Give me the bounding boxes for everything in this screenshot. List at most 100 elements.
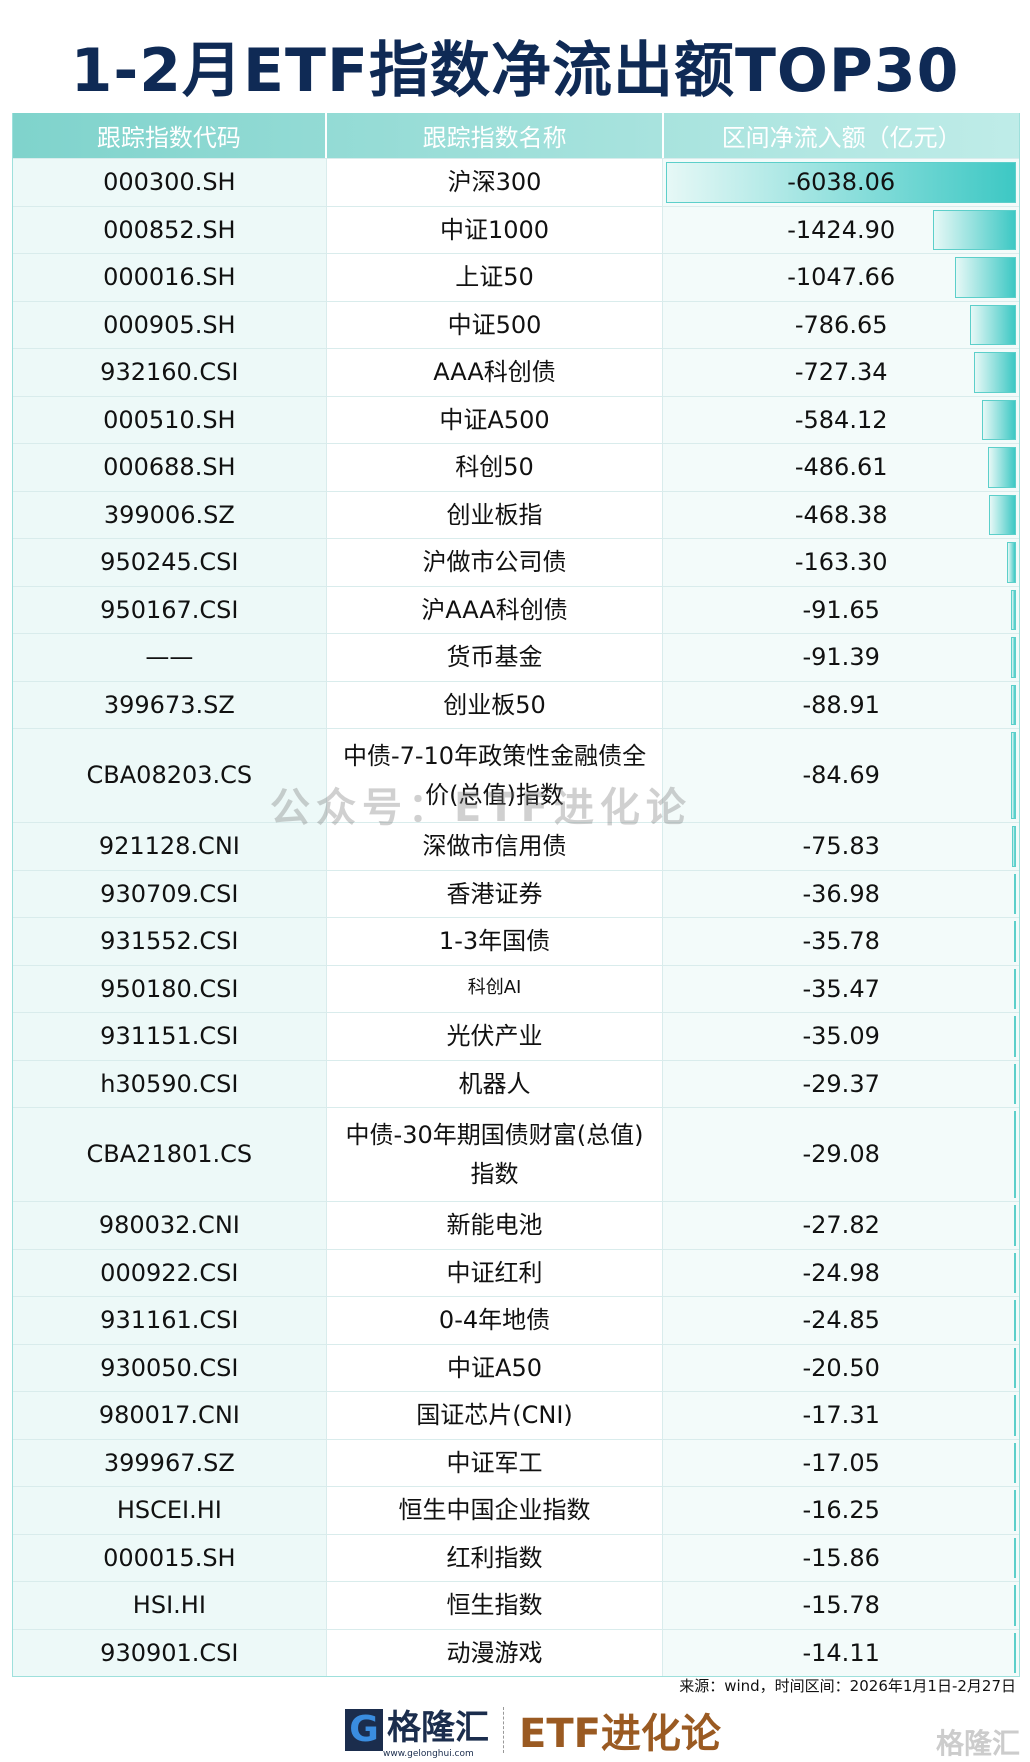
value-label: -88.91 — [802, 690, 880, 719]
value-label: -15.78 — [802, 1591, 880, 1620]
index-code: 931161.CSI — [13, 1297, 327, 1344]
value-cell: -27.82 — [663, 1202, 1019, 1249]
value-bar — [987, 447, 1016, 488]
value-bar — [1014, 1490, 1016, 1531]
index-name: 香港证券 — [327, 870, 664, 917]
index-name: 上证50 — [327, 254, 664, 301]
index-code: 930709.CSI — [13, 870, 327, 917]
gelonghui-logo-icon: G — [345, 1708, 383, 1751]
index-code: 000016.SH — [13, 254, 327, 301]
value-bar — [1014, 1442, 1016, 1483]
value-bar — [1014, 1537, 1016, 1578]
table-row: 000300.SH 沪深300 -6038.06 — [13, 158, 1019, 206]
value-label: -468.38 — [794, 500, 888, 529]
channel-name: ETF进化论 — [519, 1710, 721, 1757]
index-code: 930901.CSI — [13, 1629, 327, 1676]
index-name: 光伏产业 — [327, 1013, 664, 1060]
table-row: 000015.SH 红利指数 -15.86 — [13, 1533, 1019, 1581]
index-code: 000688.SH — [13, 444, 327, 491]
index-name: 中债-7-10年政策性金融债全价(总值)指数 — [327, 729, 664, 822]
value-label: -29.08 — [802, 1140, 880, 1169]
value-cell: -88.91 — [663, 681, 1019, 728]
value-cell: -163.30 — [663, 539, 1019, 586]
table-row: h30590.CSI 机器人 -29.37 — [13, 1059, 1019, 1107]
index-code: CBA08203.CS — [13, 729, 327, 822]
value-label: -24.98 — [802, 1258, 880, 1287]
value-bar — [988, 494, 1016, 535]
index-code: 000852.SH — [13, 206, 327, 253]
table-row: 950180.CSI 科创AI -35.47 — [13, 964, 1019, 1012]
source-note: 来源：wind，时间区间：2026年1月1日-2月27日 — [679, 1677, 1016, 1695]
value-bar — [1013, 968, 1016, 1009]
table-row: 399673.SZ 创业板50 -88.91 — [13, 680, 1019, 728]
index-code: 931151.CSI — [13, 1013, 327, 1060]
value-cell: -17.05 — [663, 1439, 1019, 1486]
value-cell: -468.38 — [663, 491, 1019, 538]
index-name: 沪做市公司债 — [327, 539, 664, 586]
value-label: -786.65 — [794, 310, 888, 339]
header-value: 区间净流入额（亿元） — [721, 124, 962, 152]
table-row: 950245.CSI 沪做市公司债 -163.30 — [13, 538, 1019, 586]
value-label: -486.61 — [794, 453, 888, 482]
table-header: 跟踪指数代码 跟踪指数名称 区间净流入额（亿元） — [13, 113, 1019, 158]
index-code: 000300.SH — [13, 159, 327, 206]
table-row: 931552.CSI 1-3年国债 -35.78 — [13, 917, 1019, 965]
value-bar — [1006, 542, 1016, 583]
header-code: 跟踪指数代码 — [13, 113, 327, 158]
index-name: 深做市信用债 — [327, 823, 664, 870]
value-label: -35.09 — [802, 1022, 880, 1051]
index-name: 货币基金 — [327, 634, 664, 681]
value-label: -727.34 — [794, 358, 888, 387]
value-cell: -36.98 — [663, 870, 1019, 917]
index-name: 沪AAA科创债 — [327, 586, 664, 633]
index-name: 科创AI — [327, 965, 664, 1012]
index-code: 399967.SZ — [13, 1439, 327, 1486]
index-name: 新能电池 — [327, 1202, 664, 1249]
value-cell: -486.61 — [663, 444, 1019, 491]
value-bar — [1013, 1016, 1016, 1057]
value-cell: -91.65 — [663, 586, 1019, 633]
index-name: 创业板指 — [327, 491, 664, 538]
outflow-table: 跟踪指数代码 跟踪指数名称 区间净流入额（亿元） 000300.SH 沪深300… — [12, 113, 1020, 1677]
table-row: CBA21801.CS 中债-30年期国债财富(总值)指数 -29.08 — [13, 1107, 1019, 1201]
corner-watermark: 格隆汇 — [935, 1727, 1020, 1760]
value-cell: -35.78 — [663, 918, 1019, 965]
table-row: 931151.CSI 光伏产业 -35.09 — [13, 1012, 1019, 1060]
value-cell: -35.09 — [663, 1013, 1019, 1060]
index-code: h30590.CSI — [13, 1060, 327, 1107]
table-row: 932160.CSI AAA科创债 -727.34 — [13, 348, 1019, 396]
index-name: 机器人 — [327, 1060, 664, 1107]
value-bar — [1011, 826, 1016, 867]
table-row: 980017.CNI 国证芯片(CNI) -17.31 — [13, 1391, 1019, 1439]
index-code: 980032.CNI — [13, 1202, 327, 1249]
value-cell: -84.69 — [663, 729, 1019, 822]
value-bar — [1010, 637, 1016, 678]
value-bar — [1010, 589, 1016, 630]
value-bar — [1014, 1632, 1016, 1673]
table-row: 399967.SZ 中证军工 -17.05 — [13, 1438, 1019, 1486]
value-label: -29.37 — [802, 1069, 880, 1098]
value-label: -35.47 — [802, 974, 880, 1003]
value-bar — [666, 162, 1016, 203]
index-name: 恒生指数 — [327, 1582, 664, 1629]
index-name: 中证A500 — [327, 396, 664, 443]
table-row: HSCEI.HI 恒生中国企业指数 -16.25 — [13, 1486, 1019, 1534]
value-cell: -15.86 — [663, 1534, 1019, 1581]
page-title: 1-2月ETF指数净流出额TOP30 — [70, 36, 960, 106]
value-bar — [1014, 1300, 1016, 1341]
table-row: HSI.HI 恒生指数 -15.78 — [13, 1581, 1019, 1629]
value-label: -35.78 — [802, 927, 880, 956]
value-label: -16.25 — [802, 1496, 880, 1525]
value-label: -1424.90 — [787, 215, 896, 244]
value-cell: -15.78 — [663, 1582, 1019, 1629]
value-bar — [973, 352, 1016, 393]
index-code: 931552.CSI — [13, 918, 327, 965]
value-cell: -584.12 — [663, 396, 1019, 443]
index-code: 932160.CSI — [13, 349, 327, 396]
value-cell: -24.85 — [663, 1297, 1019, 1344]
value-label: -584.12 — [794, 405, 888, 434]
table-row: CBA08203.CS 中债-7-10年政策性金融债全价(总值)指数 -84.6… — [13, 728, 1019, 822]
footer-logo: G 格隆汇 www.gelonghui.com ETF进化论 — [345, 1700, 721, 1759]
table-row: 930709.CSI 香港证券 -36.98 — [13, 869, 1019, 917]
value-cell: -14.11 — [663, 1629, 1019, 1676]
